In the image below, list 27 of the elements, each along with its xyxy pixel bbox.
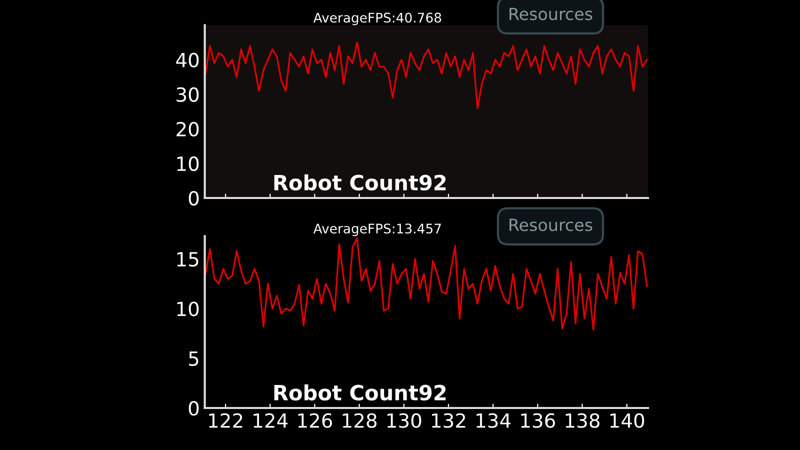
y-tick-label: 10 [177,302,199,316]
x-tick-label: 122 [209,413,242,428]
x-tick-label: 134 [476,413,511,428]
y-tick-label: 40 [176,52,199,68]
annotation: AverageFPS:13.457 [313,224,441,236]
y-tick-label: 0 [188,400,199,416]
x-tick-label: 126 [298,413,332,428]
y-tick-label: 10 [177,156,199,172]
x-tick-label: 124 [254,413,288,428]
line-series [204,237,648,330]
x-tick-label: 140 [610,413,644,428]
y-tick-label: 5 [189,352,198,366]
y-tick-label: 20 [176,122,199,137]
x-tick-label: 136 [521,413,555,428]
annotation: AverageFPS:40.768 [313,12,442,26]
x-tick-label: 138 [566,413,600,428]
text: Resources [510,218,592,232]
annotation: Robot Count92 [274,174,446,191]
x-tick-label: 132 [432,413,466,428]
y-tick-label: 30 [176,87,199,102]
y-tick-label: 0 [188,190,199,206]
text: Resources [510,8,592,20]
x-tick-label: 128 [342,413,377,428]
line-series [204,42,648,109]
x-tick-label: 130 [387,413,422,428]
annotation: Robot Count92 [274,384,446,401]
y-tick-label: 15 [177,252,198,267]
